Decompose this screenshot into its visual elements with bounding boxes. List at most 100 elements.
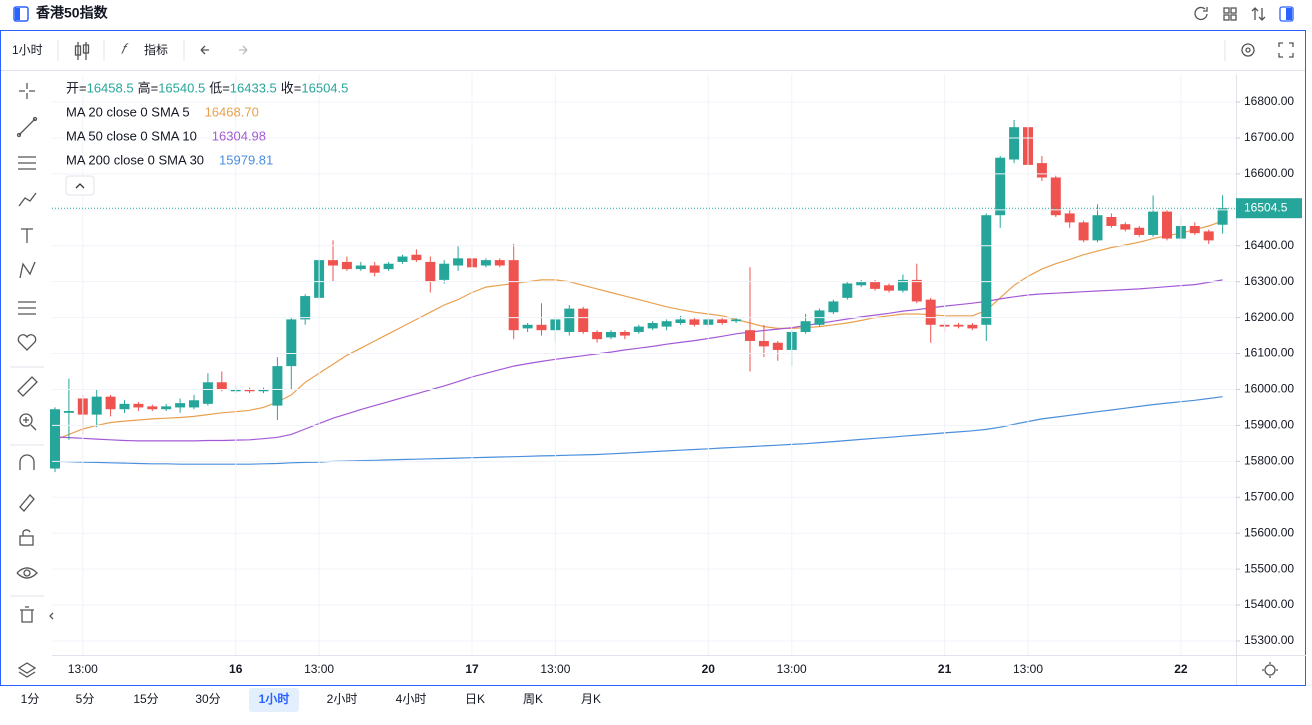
candle-body: [953, 324, 964, 327]
ma-legend-name: MA 200 close 0 SMA 30: [66, 152, 204, 167]
candle-body: [689, 319, 700, 325]
ma-legend-value: 15979.81: [219, 152, 273, 167]
candle-body: [800, 321, 811, 332]
candle-body: [772, 342, 783, 350]
undo[interactable]: [200, 45, 209, 55]
candle-body: [147, 406, 158, 410]
ohlc-value: 16458.5: [87, 80, 134, 95]
candle-body: [717, 319, 728, 323]
candle-body: [202, 382, 213, 404]
candle-body: [606, 331, 616, 338]
candle-body: [1064, 213, 1075, 223]
y-tick-label: 16300.00: [1244, 274, 1294, 288]
candle-type-icon[interactable]: [74, 42, 90, 60]
x-tick-label: 17: [465, 662, 479, 676]
candle-body: [397, 256, 408, 262]
candle-body: [1106, 217, 1117, 226]
candle-body: [105, 396, 116, 410]
candle-body: [1036, 163, 1047, 178]
candle-body: [661, 321, 672, 327]
timeframe-tab[interactable]: 30分: [195, 692, 220, 706]
candle-body: [981, 215, 992, 325]
fullscreen-icon[interactable]: [1278, 42, 1294, 58]
legend-toggle-icon: [75, 183, 85, 189]
panel-icon-fill: [15, 8, 20, 20]
drawing-toolbar[interactable]: [16, 83, 38, 678]
candle-body: [1189, 225, 1200, 234]
candle-body: [341, 261, 352, 270]
candle-body: [480, 260, 491, 266]
candle-body: [1162, 211, 1172, 239]
candle-body: [453, 258, 464, 266]
timeframe-tab[interactable]: 周K: [523, 692, 543, 706]
timeframe-tab[interactable]: 2小时: [327, 692, 358, 706]
candle-body: [1203, 231, 1214, 241]
interval[interactable]: 1小时: [12, 43, 43, 57]
ohlc-label: 收=: [281, 80, 302, 95]
candle-body: [244, 389, 255, 392]
timeframe-tab[interactable]: 4小时: [396, 692, 427, 706]
candle-body: [494, 260, 505, 266]
candle-body: [300, 296, 311, 320]
candle-body: [592, 331, 603, 340]
timeframe-tab[interactable]: 月K: [581, 692, 601, 706]
candle-body: [884, 285, 894, 291]
last-price-label: 16504.5: [1244, 200, 1288, 214]
x-tick-label: 21: [938, 662, 952, 676]
y-tick-label: 15700.00: [1244, 489, 1294, 503]
panel-icon[interactable]: [13, 6, 29, 22]
timeframe-tab[interactable]: 1分: [21, 692, 40, 706]
ohlc-label: 开=: [66, 80, 87, 95]
candle-body: [175, 403, 186, 408]
y-tick-label: 15900.00: [1244, 418, 1294, 432]
ohlc-value: 16433.5: [230, 80, 277, 95]
axis-settings[interactable]: [1262, 662, 1278, 678]
candle-body: [564, 308, 575, 332]
candle-body: [91, 396, 102, 415]
timeframe-tab[interactable]: 1小时: [259, 691, 290, 706]
candle-body: [328, 260, 338, 266]
header-icons[interactable]: [1194, 6, 1294, 22]
candle-body: [161, 406, 172, 410]
candle-body: [995, 157, 1006, 216]
timeframe-tab[interactable]: 日K: [465, 692, 485, 706]
candle-body: [633, 326, 644, 332]
candle-body: [411, 254, 422, 261]
ohlc-value: 16504.5: [301, 80, 348, 95]
ohlc-value: 16540.5: [158, 80, 205, 95]
candle-body: [856, 281, 867, 286]
ma-legend-value: 16304.98: [212, 128, 266, 143]
collapse[interactable]: [49, 612, 54, 620]
y-tick-label: 16600.00: [1244, 166, 1294, 180]
timeframe-tab[interactable]: 15分: [133, 692, 158, 706]
legend-toggle[interactable]: [65, 175, 95, 196]
ma-legend-name: MA 50 close 0 SMA 10: [66, 128, 197, 143]
candle-body: [897, 279, 908, 291]
ohlc-label: 高=: [138, 80, 159, 95]
fx-icon[interactable]: 𝑓: [121, 41, 129, 57]
candle-body: [1050, 177, 1061, 216]
x-tick-label: 22: [1174, 662, 1188, 676]
title: 香港50指数: [35, 5, 109, 21]
timeframe-tab[interactable]: 5分: [76, 692, 95, 706]
candle-body: [578, 308, 589, 332]
candle-body: [369, 265, 380, 273]
y-tick-label: 16100.00: [1244, 346, 1294, 360]
candle-body: [439, 263, 450, 280]
y-tick-label: 15500.00: [1244, 561, 1294, 575]
candle-body: [286, 319, 297, 367]
candle-body: [536, 324, 547, 331]
candle-body: [731, 319, 742, 322]
candle-body: [1092, 215, 1103, 241]
y-tick-label: 15800.00: [1244, 454, 1294, 468]
candle-body: [1009, 127, 1020, 160]
indicators[interactable]: 指标: [144, 42, 168, 57]
candle-body: [119, 403, 130, 410]
y-tick-label: 16000.00: [1244, 382, 1294, 396]
candle-body: [647, 323, 658, 329]
redo[interactable]: [239, 45, 248, 55]
candle-body: [508, 260, 519, 331]
settings-icon[interactable]: [1241, 43, 1255, 57]
candle-body: [758, 340, 769, 347]
